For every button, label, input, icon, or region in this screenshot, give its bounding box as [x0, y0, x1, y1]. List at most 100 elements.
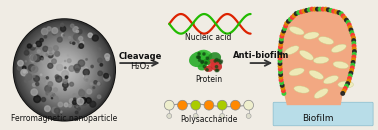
Circle shape	[70, 42, 72, 43]
Circle shape	[307, 8, 311, 11]
Circle shape	[23, 28, 106, 112]
Circle shape	[69, 99, 74, 104]
Circle shape	[339, 12, 343, 15]
Circle shape	[57, 37, 62, 42]
Circle shape	[14, 20, 115, 120]
Circle shape	[201, 60, 203, 63]
Circle shape	[92, 35, 98, 41]
Circle shape	[77, 38, 83, 43]
Circle shape	[197, 56, 200, 58]
Circle shape	[40, 74, 42, 76]
Circle shape	[197, 56, 199, 58]
Circle shape	[64, 103, 68, 107]
Circle shape	[205, 62, 207, 64]
Circle shape	[73, 102, 76, 105]
Circle shape	[27, 44, 31, 48]
Circle shape	[341, 92, 344, 95]
Text: Biofilm: Biofilm	[302, 114, 334, 123]
Circle shape	[343, 16, 347, 20]
Circle shape	[198, 53, 200, 55]
Circle shape	[346, 82, 349, 85]
Circle shape	[80, 41, 84, 45]
Ellipse shape	[314, 89, 328, 98]
Circle shape	[31, 58, 35, 62]
Circle shape	[79, 37, 83, 40]
Circle shape	[280, 34, 284, 38]
Circle shape	[337, 11, 341, 14]
Circle shape	[62, 34, 64, 36]
Circle shape	[34, 76, 39, 82]
Ellipse shape	[294, 86, 309, 93]
Circle shape	[48, 82, 53, 86]
Circle shape	[329, 9, 333, 12]
Circle shape	[81, 103, 84, 106]
Circle shape	[35, 94, 39, 98]
Text: Ferromagnetic nanoparticle: Ferromagnetic nanoparticle	[11, 114, 118, 123]
Ellipse shape	[309, 70, 324, 79]
Circle shape	[352, 39, 355, 42]
Circle shape	[77, 29, 82, 34]
Circle shape	[201, 61, 203, 64]
Ellipse shape	[208, 52, 221, 64]
Circle shape	[53, 96, 58, 102]
Circle shape	[45, 85, 51, 92]
Circle shape	[93, 87, 95, 89]
Circle shape	[19, 25, 110, 115]
Circle shape	[46, 51, 83, 88]
Circle shape	[98, 71, 102, 76]
Circle shape	[90, 83, 92, 85]
Circle shape	[56, 61, 73, 79]
Circle shape	[52, 58, 77, 82]
Circle shape	[353, 50, 356, 53]
Circle shape	[85, 67, 87, 69]
Circle shape	[220, 61, 222, 64]
Circle shape	[215, 66, 218, 68]
Circle shape	[20, 26, 108, 114]
Circle shape	[299, 10, 303, 14]
Circle shape	[343, 87, 347, 90]
Circle shape	[53, 59, 75, 81]
Circle shape	[98, 83, 100, 85]
Circle shape	[57, 63, 72, 77]
Circle shape	[206, 57, 209, 59]
Circle shape	[302, 9, 306, 13]
Circle shape	[28, 33, 101, 107]
Circle shape	[52, 28, 58, 34]
Circle shape	[198, 59, 201, 61]
Circle shape	[349, 74, 352, 78]
Circle shape	[86, 98, 91, 103]
Text: H₂O₂: H₂O₂	[130, 62, 150, 72]
Circle shape	[279, 78, 283, 82]
Circle shape	[91, 65, 93, 68]
Circle shape	[64, 88, 66, 90]
Circle shape	[351, 63, 355, 67]
Circle shape	[231, 100, 240, 110]
Circle shape	[342, 89, 346, 93]
Circle shape	[45, 106, 50, 112]
Circle shape	[217, 100, 227, 110]
Circle shape	[57, 64, 63, 71]
Circle shape	[291, 16, 294, 19]
Circle shape	[40, 56, 43, 59]
Circle shape	[220, 60, 223, 62]
Circle shape	[305, 9, 308, 12]
Circle shape	[73, 34, 80, 40]
Circle shape	[78, 60, 85, 66]
Circle shape	[48, 53, 53, 58]
Circle shape	[90, 101, 96, 107]
Circle shape	[71, 40, 73, 43]
Circle shape	[345, 84, 348, 88]
Circle shape	[40, 45, 89, 94]
Circle shape	[42, 48, 87, 92]
Circle shape	[351, 33, 355, 37]
Circle shape	[102, 72, 107, 77]
Circle shape	[60, 23, 64, 27]
Circle shape	[352, 42, 356, 45]
Circle shape	[71, 24, 74, 28]
Text: Cleavage: Cleavage	[118, 52, 161, 61]
Circle shape	[280, 81, 284, 84]
Circle shape	[52, 59, 56, 64]
Circle shape	[279, 73, 282, 76]
Circle shape	[99, 83, 101, 85]
Circle shape	[25, 80, 27, 82]
